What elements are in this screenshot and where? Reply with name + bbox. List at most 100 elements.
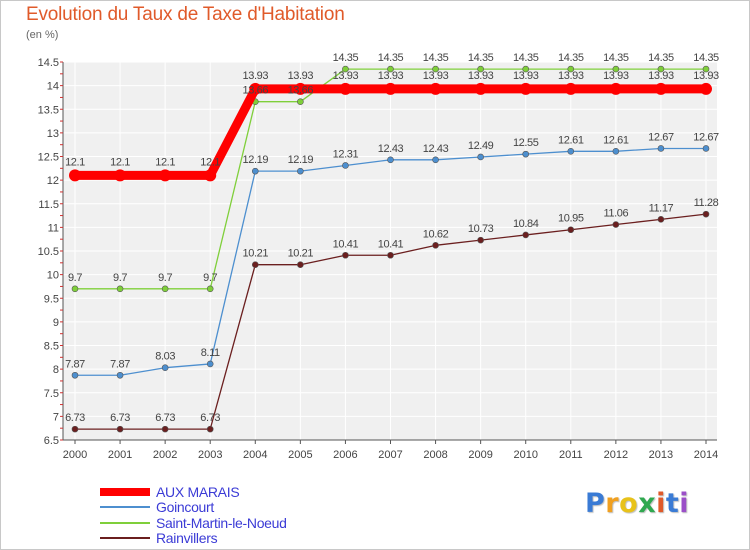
data-point xyxy=(564,82,577,95)
data-point xyxy=(702,65,710,73)
data-label: 9.7 xyxy=(158,272,172,284)
data-label: 8.11 xyxy=(201,347,220,359)
logo-letter: i xyxy=(656,488,666,519)
y-tick-label: 11 xyxy=(48,222,59,234)
legend-swatch-aux-marais xyxy=(100,487,150,496)
data-label: 12.19 xyxy=(243,154,269,166)
chart-subtitle: (en %) xyxy=(26,29,59,41)
data-label: 10.41 xyxy=(333,238,359,250)
data-label: 13.66 xyxy=(288,85,314,97)
data-point xyxy=(429,82,442,95)
data-point xyxy=(477,65,484,73)
data-point xyxy=(161,425,169,433)
data-point xyxy=(702,210,710,218)
data-point xyxy=(612,148,620,155)
data-point xyxy=(206,425,214,433)
logo-letter: r xyxy=(605,488,620,519)
y-tick-label: 14.5 xyxy=(38,57,59,69)
data-point xyxy=(116,425,124,433)
x-tick-label: 2014 xyxy=(694,449,718,461)
x-tick-label: 2007 xyxy=(378,449,402,461)
x-tick-label: 2013 xyxy=(649,449,673,461)
data-label: 6.73 xyxy=(200,412,220,424)
data-label: 13.93 xyxy=(288,70,314,82)
data-label: 10.95 xyxy=(558,213,584,225)
data-label: 10.62 xyxy=(423,228,449,240)
data-point xyxy=(294,82,307,95)
data-point xyxy=(387,156,394,164)
data-label: 11.06 xyxy=(603,208,628,220)
logo-letter: i xyxy=(679,488,690,519)
logo-letter: P xyxy=(585,488,606,519)
data-label: 13.93 xyxy=(333,70,359,82)
data-point xyxy=(342,162,349,169)
y-tick-label: 7 xyxy=(53,411,59,423)
legend-item-saint-martin: Saint-Martin-le-Noeud xyxy=(100,515,287,531)
legend-label-goincourt: Goincourt xyxy=(156,499,214,516)
x-tick-label: 2005 xyxy=(288,449,312,461)
data-point xyxy=(477,236,484,244)
data-label: 10.21 xyxy=(243,248,269,260)
x-tick-label: 2003 xyxy=(198,449,222,461)
data-label: 13.93 xyxy=(243,70,269,82)
data-point xyxy=(609,82,622,95)
data-label: 11.17 xyxy=(649,202,674,214)
y-tick-label: 11.5 xyxy=(38,199,59,211)
data-label: 9.7 xyxy=(113,272,127,284)
y-tick-label: 9 xyxy=(53,317,59,329)
data-label: 7.87 xyxy=(65,358,85,370)
data-label: 7.87 xyxy=(110,358,130,370)
data-point xyxy=(384,82,397,95)
data-label: 8.03 xyxy=(155,351,175,363)
legend-label-aux-marais: AUX MARAIS xyxy=(156,483,240,500)
data-label: 10.73 xyxy=(468,223,494,235)
legend-swatch-saint-martin xyxy=(100,521,150,524)
data-point xyxy=(657,65,665,73)
data-point xyxy=(249,82,262,95)
data-point xyxy=(116,285,124,293)
data-label: 12.55 xyxy=(513,137,539,149)
data-label: 12.61 xyxy=(558,134,584,146)
data-point xyxy=(522,65,530,73)
data-label: 13.93 xyxy=(378,70,404,82)
x-tick-label: 2011 xyxy=(559,449,583,461)
data-label: 12.1 xyxy=(65,156,85,168)
data-point xyxy=(342,251,349,259)
data-label: 12.43 xyxy=(423,143,449,155)
data-point xyxy=(204,169,217,182)
y-tick-label: 8.5 xyxy=(44,341,59,353)
data-label: 12.1 xyxy=(155,156,175,168)
data-label: 12.1 xyxy=(200,156,220,168)
data-point xyxy=(522,150,530,158)
legend-swatch-rainvillers xyxy=(100,537,150,540)
data-label: 14.35 xyxy=(423,52,449,64)
chart-title: Evolution du Taux de Taxe d'Habitation xyxy=(26,4,345,25)
logo-letter: o xyxy=(619,488,639,519)
data-point xyxy=(69,169,81,182)
data-label: 13.93 xyxy=(513,70,539,82)
logo-letter: t xyxy=(665,488,680,519)
y-tick-label: 10.5 xyxy=(38,246,59,258)
data-point xyxy=(612,65,620,73)
legend-label-rainvillers: Rainvillers xyxy=(156,530,218,547)
data-point xyxy=(71,285,79,293)
proxiti-logo: Proxiti xyxy=(585,488,689,519)
data-point xyxy=(432,156,439,164)
x-tick-label: 2004 xyxy=(243,449,267,461)
data-point xyxy=(700,82,712,95)
data-point xyxy=(71,371,79,379)
data-label: 12.31 xyxy=(333,148,359,160)
data-point xyxy=(519,82,532,95)
y-tick-label: 14 xyxy=(47,81,59,93)
data-label: 14.35 xyxy=(333,52,359,64)
x-tick-label: 2001 xyxy=(108,449,132,461)
data-point xyxy=(432,65,439,73)
x-tick-label: 2002 xyxy=(153,449,177,461)
data-point xyxy=(657,216,665,223)
y-tick-label: 10 xyxy=(47,270,59,282)
data-point xyxy=(161,285,169,293)
data-label: 9.7 xyxy=(68,272,82,284)
data-label: 6.73 xyxy=(155,412,175,424)
y-tick-label: 9.5 xyxy=(44,293,59,305)
